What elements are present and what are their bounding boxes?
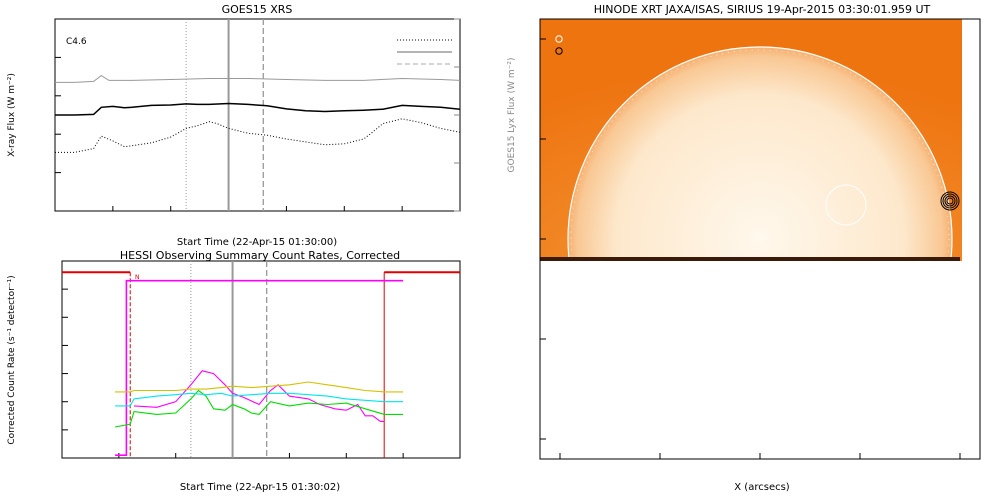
solar-limb-grid	[570, 49, 950, 261]
goes-xlabel: Start Time (22-Apr-15 01:30:00)	[177, 237, 337, 248]
rhessi-contour-0	[940, 191, 960, 211]
goes-panel: GOES15 XRS C4.6 Start Time (22-Apr-15 01…	[7, 3, 517, 248]
goes-y2label: GOES15 Lyx Flux (W m⁻²)	[507, 58, 517, 173]
goes-ylabel: X-ray Flux (W m⁻²)	[7, 73, 17, 157]
goes-series-line-0	[55, 102, 460, 116]
hessi-title: HESSI Observing Summary Count Rates, Cor…	[120, 249, 400, 262]
xrt-image-edge-strip	[540, 257, 960, 261]
rhessi-contour-2	[944, 195, 956, 207]
solar-disk	[567, 46, 953, 261]
hessi-n-marker: N	[135, 274, 140, 281]
rhessi-contour-1	[942, 193, 958, 209]
xrt-panel: HINODE XRT JAXA/ISAS, SIRIUS 19-Apr-2015…	[539, 3, 981, 493]
goes-legend	[397, 39, 452, 65]
xrt-title: HINODE XRT JAXA/ISAS, SIRIUS 19-Apr-2015…	[594, 3, 931, 16]
goes-series-line-2	[55, 74, 460, 83]
hessi-series-line-4	[115, 381, 404, 393]
goes-title: GOES15 XRS	[222, 3, 293, 16]
hessi-series-line-3	[115, 392, 404, 407]
rhessi-contours	[940, 191, 960, 211]
aia-flare-circle	[825, 184, 867, 226]
xrt-legend-marker	[555, 47, 563, 55]
hessi-plot-frame	[61, 260, 461, 459]
xrt-legend-marker	[555, 35, 563, 43]
xrt-legend	[555, 35, 563, 55]
rhessi-contour-3	[946, 197, 954, 205]
hessi-panel: HESSI Observing Summary Count Rates, Cor…	[7, 249, 461, 493]
hessi-series-line-2	[114, 389, 404, 428]
goes-series-line-1	[55, 118, 460, 153]
xrt-xlabel: X (arcsecs)	[734, 482, 790, 493]
hessi-series-line-0	[115, 279, 404, 457]
hessi-ylabel: Corrected Count Rate (s⁻¹ detector⁻¹)	[7, 275, 17, 444]
hessi-xlabel: Start Time (22-Apr-15 01:30:02)	[180, 482, 340, 493]
hessi-series-line-1	[133, 370, 385, 422]
goes-plot-frame	[54, 18, 461, 212]
goes-annotation: C4.6	[66, 37, 87, 47]
